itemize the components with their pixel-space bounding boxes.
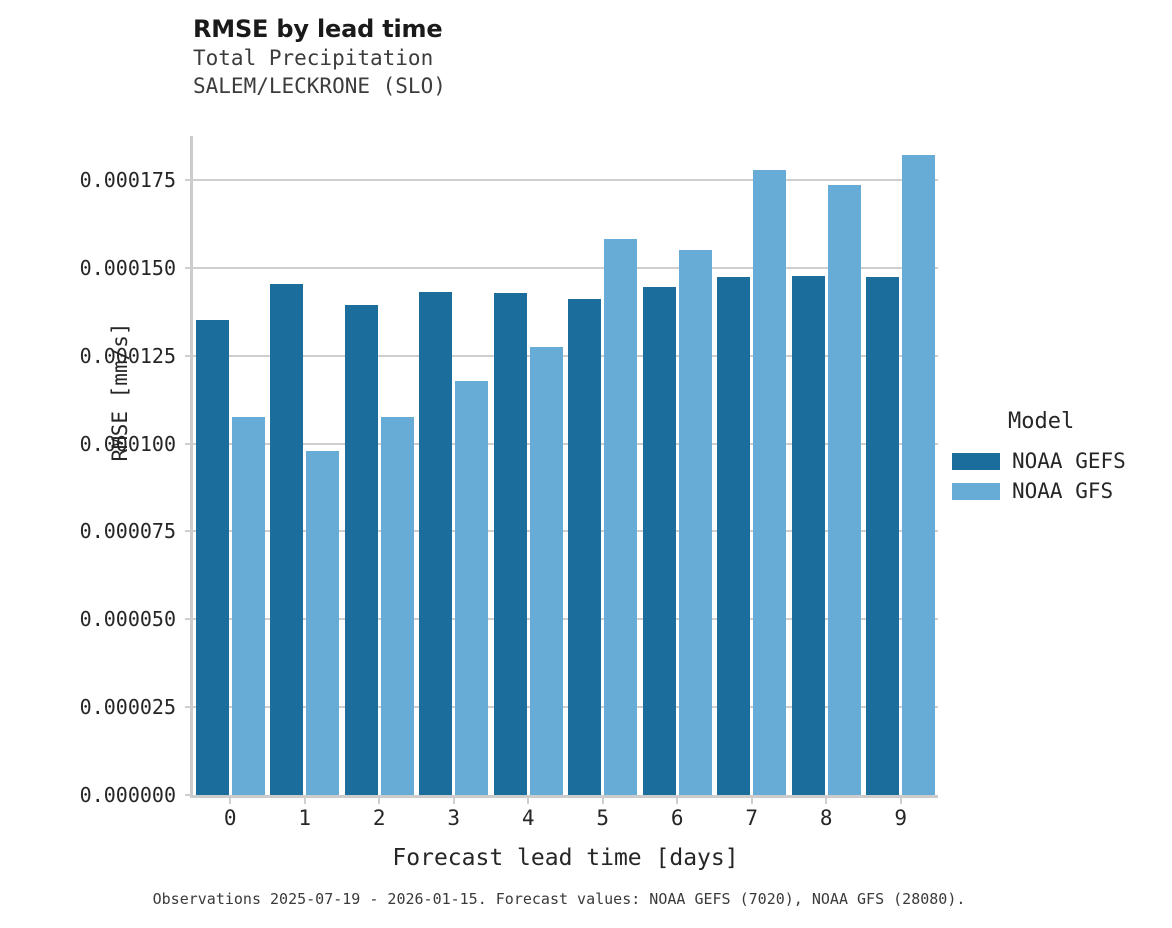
x-axis-title: Forecast lead time [days] bbox=[392, 845, 739, 871]
x-axis-tick-label: 5 bbox=[596, 806, 610, 830]
bar bbox=[344, 304, 378, 795]
x-axis-tick-label: 2 bbox=[372, 806, 386, 830]
bar bbox=[717, 276, 751, 795]
bar bbox=[902, 155, 936, 795]
x-axis-tick-labels: 0 1 2 3 4 5 6 7 8 9 bbox=[193, 798, 938, 836]
legend-label: NOAA GEFS bbox=[1012, 449, 1126, 473]
page-title: RMSE by lead time bbox=[193, 15, 443, 43]
legend-items: NOAA GEFS NOAA GFS bbox=[952, 446, 1172, 506]
y-axis-tick bbox=[185, 794, 191, 796]
y-axis-title: RMSE [mm/s] bbox=[108, 322, 132, 462]
bar bbox=[753, 170, 787, 795]
x-axis-tick-label: 0 bbox=[223, 806, 237, 830]
x-axis-tick-label: 1 bbox=[298, 806, 312, 830]
legend: Model NOAA GEFS NOAA GFS bbox=[952, 408, 1172, 506]
y-axis-tick bbox=[185, 618, 191, 621]
legend-swatch bbox=[952, 452, 1000, 470]
y-axis-tick bbox=[185, 442, 191, 445]
y-axis-tick bbox=[185, 178, 191, 181]
x-axis-tick-label: 7 bbox=[745, 806, 759, 830]
gridline bbox=[193, 354, 938, 357]
x-axis-tick bbox=[676, 798, 679, 804]
x-axis-tick bbox=[601, 798, 604, 804]
y-axis-tick bbox=[185, 354, 191, 357]
x-axis-tick-label: 6 bbox=[670, 806, 684, 830]
bar bbox=[419, 291, 453, 795]
x-axis-tick-label: 8 bbox=[819, 806, 833, 830]
y-axis-tick-label: 0.000150 bbox=[79, 255, 176, 280]
gridline bbox=[193, 706, 938, 709]
bar bbox=[493, 293, 527, 795]
x-axis-tick bbox=[452, 798, 455, 804]
x-axis-tick bbox=[378, 798, 381, 804]
y-axis-tick-label: 0.000050 bbox=[79, 607, 176, 632]
x-axis-spine bbox=[190, 795, 938, 798]
y-axis-tick-label: 0.000125 bbox=[79, 343, 176, 368]
legend-label: NOAA GFS bbox=[1012, 479, 1114, 503]
bar bbox=[642, 287, 676, 795]
bar bbox=[529, 347, 563, 795]
y-axis-tick-label: 0.000000 bbox=[79, 783, 176, 807]
gridline bbox=[193, 178, 938, 181]
bar bbox=[866, 276, 900, 795]
x-axis-tick-label: 9 bbox=[894, 806, 908, 830]
legend-title: Model bbox=[1008, 409, 1075, 434]
title-block: RMSE by lead time Total Precipitation SA… bbox=[193, 14, 893, 100]
legend-item[interactable]: NOAA GEFS bbox=[952, 446, 1172, 476]
bar bbox=[455, 380, 489, 795]
chart-caption: Observations 2025-07-19 - 2026-01-15. Fo… bbox=[152, 890, 966, 908]
legend-item[interactable]: NOAA GFS bbox=[952, 476, 1172, 506]
y-axis-tick-label: 0.000100 bbox=[79, 431, 176, 456]
gridline bbox=[193, 442, 938, 445]
x-axis-tick bbox=[303, 798, 306, 804]
x-axis-tick-label: 4 bbox=[521, 806, 535, 830]
bar bbox=[380, 416, 414, 795]
chart-station-label: SALEM/LECKRONE (SLO) bbox=[193, 74, 446, 98]
y-axis-tick bbox=[185, 266, 191, 269]
bar bbox=[791, 275, 825, 795]
bar bbox=[827, 184, 861, 795]
y-axis-tick-label: 0.000175 bbox=[79, 167, 176, 192]
bar bbox=[231, 416, 265, 795]
bar bbox=[270, 283, 304, 795]
bar bbox=[604, 239, 638, 795]
bar bbox=[195, 320, 229, 795]
x-axis-tick bbox=[229, 798, 232, 804]
gridline bbox=[193, 530, 938, 533]
gridline bbox=[193, 618, 938, 621]
x-axis-tick bbox=[899, 798, 902, 804]
y-axis-tick-label: 0.000025 bbox=[79, 695, 176, 720]
bar bbox=[306, 451, 340, 795]
x-axis-tick bbox=[527, 798, 530, 804]
y-axis-tick-labels: 0.000000 0.000025 0.000050 0.000075 0.000100… bbox=[0, 136, 176, 805]
chart-subtitle: Total Precipitation bbox=[193, 46, 434, 70]
x-axis-tick-label: 3 bbox=[447, 806, 461, 830]
x-axis-tick bbox=[825, 798, 828, 804]
legend-swatch bbox=[952, 482, 1000, 500]
bar bbox=[568, 298, 602, 795]
x-axis-tick bbox=[750, 798, 753, 804]
y-axis-tick bbox=[185, 706, 191, 709]
bar bbox=[678, 249, 712, 795]
y-axis-tick-label: 0.000075 bbox=[79, 519, 176, 544]
plot-area bbox=[185, 136, 938, 798]
y-axis-tick bbox=[185, 530, 191, 533]
gridline bbox=[193, 266, 938, 269]
y-axis-spine bbox=[190, 136, 193, 798]
